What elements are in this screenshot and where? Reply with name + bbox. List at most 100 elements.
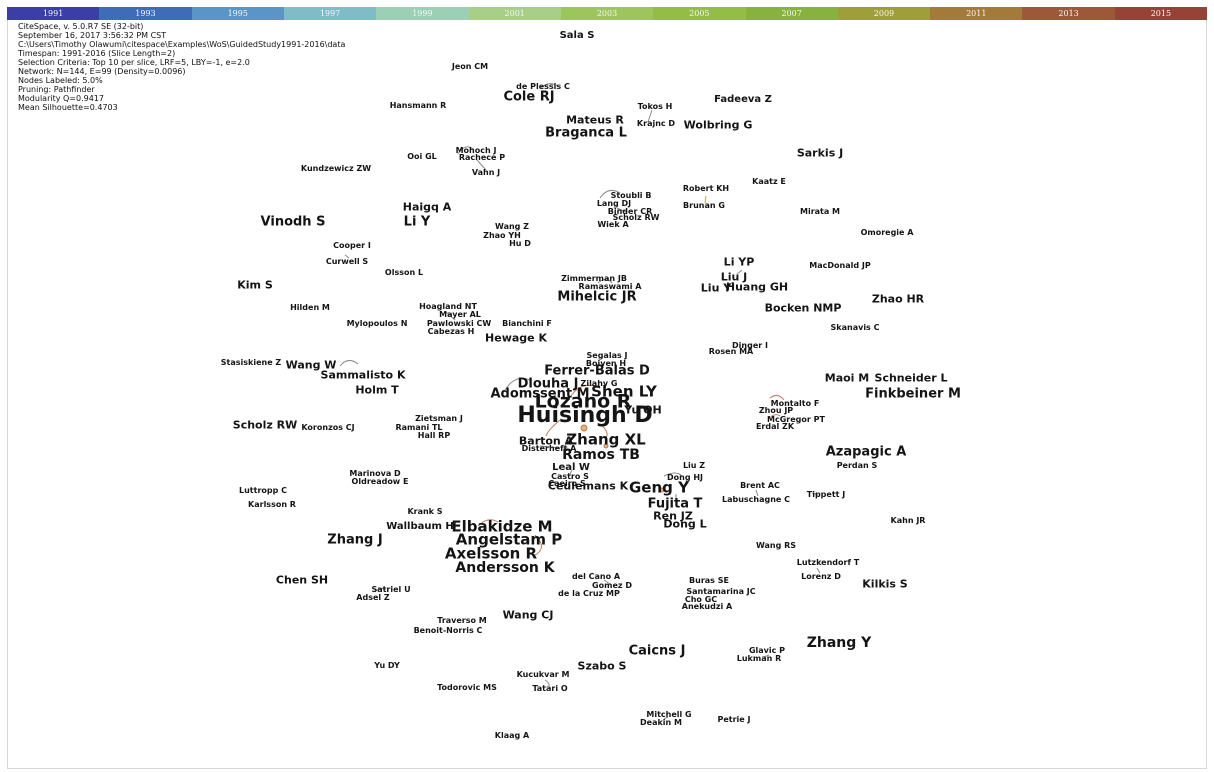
author-node-label[interactable]: Lozano R bbox=[534, 390, 632, 413]
author-node-label[interactable]: Bianchini F bbox=[502, 319, 552, 328]
author-node-label[interactable]: Yu QH bbox=[624, 403, 662, 417]
author-node-label[interactable]: Santamarina JC bbox=[686, 587, 756, 596]
author-node-label[interactable]: Zilahy G bbox=[580, 379, 618, 388]
author-node-label[interactable]: Kaatz E bbox=[752, 177, 786, 186]
author-node-label[interactable]: Klaag A bbox=[494, 731, 530, 740]
author-node-label[interactable]: Marinova D bbox=[349, 469, 401, 478]
author-node-label[interactable]: Adomssent M bbox=[490, 386, 590, 402]
author-node-label[interactable]: Karlsson R bbox=[248, 500, 296, 509]
author-node-label[interactable]: Glavic P bbox=[748, 646, 786, 655]
author-node-label[interactable]: Olsson L bbox=[384, 268, 424, 277]
author-node-label[interactable]: Cole RJ bbox=[503, 89, 555, 105]
author-node-label[interactable]: Perdan S bbox=[836, 461, 878, 470]
author-node-label[interactable]: Zhao HR bbox=[871, 292, 925, 306]
author-node-label[interactable]: Dlouha J bbox=[517, 376, 579, 392]
author-node-label[interactable]: Sala S bbox=[559, 30, 595, 41]
author-node-label[interactable]: Huisingh D bbox=[517, 403, 653, 428]
author-node-label[interactable]: Skanavis C bbox=[830, 323, 880, 332]
author-node-label[interactable]: Ramaswami A bbox=[578, 282, 642, 291]
author-node-label[interactable]: Hu D bbox=[509, 239, 531, 248]
author-node-label[interactable]: Ferrer-Balas D bbox=[544, 363, 650, 379]
author-node-label[interactable]: Anekudzi A bbox=[681, 602, 733, 611]
author-node-label[interactable]: Lutzkendorf T bbox=[796, 558, 860, 567]
author-node-label[interactable]: Elbakidze M bbox=[451, 517, 553, 536]
author-node-label[interactable]: Benoit-Norris C bbox=[413, 626, 483, 635]
author-node-label[interactable]: Mohoch J bbox=[455, 146, 497, 155]
author-node-label[interactable]: Liu J bbox=[720, 270, 748, 284]
author-node-label[interactable]: Deakin M bbox=[640, 718, 682, 727]
author-node-label[interactable]: Ceulemans K bbox=[547, 479, 629, 493]
author-node-label[interactable]: Schneider L bbox=[874, 371, 948, 385]
author-node-label[interactable]: Wiek A bbox=[597, 220, 629, 229]
author-node-label[interactable]: de Plessis C bbox=[516, 82, 570, 91]
author-node-label[interactable]: Adsel Z bbox=[356, 593, 390, 602]
author-node-label[interactable]: Erdal ZK bbox=[755, 422, 795, 431]
author-node-label[interactable]: Ren JZ bbox=[653, 509, 693, 523]
author-node-label[interactable]: Sammalisto K bbox=[320, 368, 406, 382]
author-node-label[interactable]: Cho GC bbox=[684, 595, 718, 604]
author-node-label[interactable]: Wallbaum H bbox=[386, 521, 454, 532]
author-node-label[interactable]: Boiyen H bbox=[585, 359, 627, 368]
author-node-label[interactable]: Haigq A bbox=[402, 200, 452, 214]
author-node-label[interactable]: Jeon CM bbox=[451, 62, 489, 71]
author-node-label[interactable]: Dong L bbox=[663, 517, 707, 531]
author-node-label[interactable]: Mayer AL bbox=[439, 310, 481, 319]
author-node-label[interactable]: Li YP bbox=[723, 255, 755, 269]
author-node-label[interactable]: Segalas J bbox=[586, 351, 628, 360]
author-node-label[interactable]: Hewage K bbox=[485, 331, 547, 345]
author-node-label[interactable]: Kundzewicz ZW bbox=[300, 164, 372, 173]
author-node-label[interactable]: Buras SE bbox=[689, 576, 729, 585]
author-node-label[interactable]: Mylopoulos N bbox=[346, 319, 408, 328]
author-node-label[interactable]: Cabezas H bbox=[427, 327, 475, 336]
author-node-label[interactable]: Mihelcic JR bbox=[557, 289, 637, 305]
author-node-label[interactable]: Zhang XL bbox=[566, 430, 646, 449]
author-node-label[interactable]: Lukman R bbox=[736, 654, 782, 663]
author-node-label[interactable]: Curwell S bbox=[325, 257, 369, 266]
author-node-label[interactable]: Kim S bbox=[237, 278, 273, 292]
author-node-label[interactable]: Caicns J bbox=[628, 643, 686, 659]
author-node-label[interactable]: Li Y bbox=[403, 214, 431, 230]
author-node-label[interactable]: Wang Z bbox=[495, 222, 529, 231]
author-node-label[interactable]: Lang DJ bbox=[596, 199, 632, 208]
author-node-label[interactable]: Tatari O bbox=[532, 684, 568, 693]
author-node-label[interactable]: Maoi M bbox=[824, 371, 870, 385]
author-node-label[interactable]: Lorenz D bbox=[801, 572, 841, 581]
author-node-label[interactable]: Satriel U bbox=[371, 585, 411, 594]
author-node-label[interactable]: Hall RP bbox=[417, 431, 451, 440]
author-node-label[interactable]: Zietsman J bbox=[415, 414, 463, 423]
author-node-label[interactable]: Dong HJ bbox=[666, 473, 704, 482]
author-node-label[interactable]: Stoubli B bbox=[610, 191, 652, 200]
author-node-label[interactable]: Robert KH bbox=[682, 184, 730, 193]
author-node-label[interactable]: Scholz RW bbox=[612, 213, 660, 222]
author-node-label[interactable]: Ramos TB bbox=[562, 447, 640, 463]
author-node-label[interactable]: Scholz RW bbox=[232, 418, 298, 432]
author-node-label[interactable]: Mitchell G bbox=[646, 710, 692, 719]
author-node-label[interactable]: Todorovic MS bbox=[437, 683, 497, 692]
author-node-label[interactable]: Angelstam P bbox=[455, 530, 563, 549]
author-node-label[interactable]: Kucukvar M bbox=[516, 670, 570, 679]
author-node-label[interactable]: Liu Z bbox=[682, 461, 706, 470]
author-node-label[interactable]: Stasiskiene Z bbox=[220, 358, 282, 367]
author-node-label[interactable]: Dinger I bbox=[732, 341, 768, 350]
author-node-label[interactable]: Luttropp C bbox=[239, 486, 287, 495]
author-node-label[interactable]: Liu Y bbox=[700, 281, 732, 295]
author-node-label[interactable]: McGregor PT bbox=[767, 415, 825, 424]
author-node-label[interactable]: Mirata M bbox=[799, 207, 841, 216]
author-node-label[interactable]: Hansmann R bbox=[389, 101, 447, 110]
author-node-label[interactable]: Zhou JP bbox=[758, 406, 794, 415]
author-node-label[interactable]: Huang GH bbox=[725, 280, 789, 294]
author-node-label[interactable]: Wang CJ bbox=[502, 608, 554, 622]
author-node-label[interactable]: Cooper I bbox=[333, 241, 371, 250]
author-node-label[interactable]: Kilkis S bbox=[862, 577, 908, 591]
author-node-label[interactable]: Disterheft A bbox=[521, 444, 577, 453]
author-node-label[interactable]: Rachece P bbox=[458, 153, 506, 162]
author-node-label[interactable]: Barton A bbox=[518, 434, 574, 448]
author-node-label[interactable]: Hilden M bbox=[290, 303, 330, 312]
author-node-label[interactable]: Fujita T bbox=[647, 496, 703, 512]
author-node-label[interactable]: Castro S bbox=[551, 472, 589, 481]
author-node-label[interactable]: Finkbeiner M bbox=[865, 386, 961, 402]
author-node-label[interactable]: Omoregie A bbox=[860, 228, 914, 237]
author-node-label[interactable]: Ramani TL bbox=[395, 423, 443, 432]
author-node-label[interactable]: Bocken NMP bbox=[764, 301, 842, 315]
author-node-label[interactable]: Traverso M bbox=[437, 616, 487, 625]
